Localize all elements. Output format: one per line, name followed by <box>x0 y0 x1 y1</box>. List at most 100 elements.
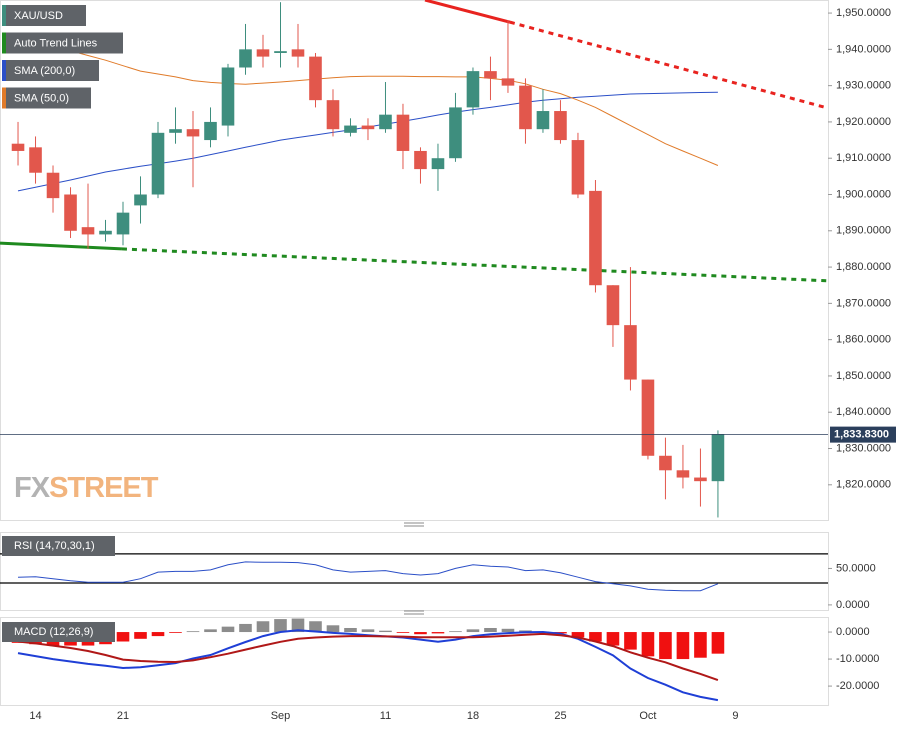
macd-bar <box>606 632 620 646</box>
candle-body <box>676 470 690 478</box>
y-tick-label: -10.0000 <box>836 653 879 665</box>
macd-bar <box>291 618 305 633</box>
candle-body <box>116 212 130 235</box>
y-tick-label: -20.0000 <box>836 680 879 692</box>
y-tick-label: 1,920.0000 <box>836 116 891 128</box>
macd-bar <box>641 632 655 657</box>
trend-line <box>121 247 829 283</box>
macd-bar <box>309 621 322 633</box>
candle-body <box>414 150 427 170</box>
macd-bar <box>484 627 497 633</box>
candle-body <box>309 56 322 101</box>
macd-bar <box>379 630 392 633</box>
candle-body <box>256 49 270 57</box>
macd-bar <box>326 625 340 633</box>
candle-body <box>326 100 340 130</box>
macd-line <box>17 632 719 682</box>
y-tick-label: 50.0000 <box>836 562 876 574</box>
macd-bar <box>361 629 375 633</box>
panel-title-box <box>2 536 115 556</box>
macd-bar <box>221 626 235 633</box>
watermark-part: FX <box>14 472 51 504</box>
macd-bar <box>466 629 480 633</box>
candle-body <box>589 190 602 286</box>
macd-bar <box>134 632 147 639</box>
macd-bar <box>711 632 725 654</box>
candle-body <box>46 172 60 199</box>
x-tick-label: Oct <box>639 710 656 722</box>
y-tick-label: 1,930.0000 <box>836 80 891 92</box>
legend-label: SMA (200,0) <box>14 65 75 77</box>
candle-body <box>29 147 42 173</box>
legend-swatch <box>2 87 6 109</box>
candle-body <box>624 325 637 380</box>
x-tick-label: 25 <box>554 710 566 722</box>
candle-body <box>431 158 445 170</box>
panel-title-box <box>2 622 115 642</box>
macd-bar <box>449 631 462 633</box>
macd-bar <box>501 628 515 633</box>
candle-body <box>169 129 182 133</box>
trend-line <box>509 20 829 110</box>
candle-body <box>379 114 392 130</box>
y-tick-label: 1,880.0000 <box>836 261 891 273</box>
candle-body <box>659 455 672 471</box>
legend-swatch <box>2 5 6 26</box>
x-tick-label: Sep <box>271 710 291 722</box>
macd-bar <box>239 623 252 633</box>
candle-body <box>274 51 287 53</box>
legend-swatch <box>2 60 6 81</box>
legend-swatch <box>2 32 6 54</box>
y-tick-label: 0.0000 <box>836 626 870 638</box>
macd-bar <box>169 632 182 633</box>
candle-body <box>344 125 357 133</box>
candle-body <box>519 85 532 130</box>
legend-box <box>2 32 123 54</box>
macd-bar <box>274 619 287 633</box>
legend-box <box>2 5 86 26</box>
candle-body <box>186 129 200 137</box>
candle-body <box>554 111 567 141</box>
legend-label: XAU/USD <box>14 10 63 22</box>
watermark-part: STREET <box>49 472 159 504</box>
rsi-line <box>17 561 719 592</box>
y-tick-label: 1,940.0000 <box>836 43 891 55</box>
candle-body <box>449 107 462 159</box>
trend-line <box>0 241 123 251</box>
x-tick-label: 14 <box>29 710 41 722</box>
legend-box <box>2 87 91 109</box>
legend-label: Auto Trend Lines <box>14 37 98 49</box>
panel-title: MACD (12,26,9) <box>14 626 93 638</box>
rsi-panel <box>0 532 829 611</box>
y-tick-label: 1,950.0000 <box>836 7 891 19</box>
macd-bar <box>676 632 690 660</box>
macd-bar <box>256 621 270 633</box>
candle-body <box>11 143 25 151</box>
macd-bar <box>151 632 165 637</box>
candle-body <box>694 477 707 482</box>
y-tick-label: 1,830.0000 <box>836 442 891 454</box>
current-price-box <box>830 426 896 443</box>
trend-line <box>424 0 511 24</box>
panel-handle[interactable] <box>404 610 424 615</box>
x-tick-label: 9 <box>732 710 738 722</box>
macd-bar <box>431 632 445 634</box>
candle-body <box>291 49 305 57</box>
candle-body <box>606 285 620 326</box>
candle-body <box>239 49 252 68</box>
y-tick-label: 0.0000 <box>836 599 870 611</box>
panel-title: RSI (14,70,30,1) <box>14 540 95 552</box>
candle-body <box>64 194 77 231</box>
candle-body <box>396 114 410 151</box>
y-tick-label: 1,910.0000 <box>836 152 891 164</box>
y-tick-label: 1,820.0000 <box>836 479 891 491</box>
panel-handle[interactable] <box>404 522 424 527</box>
y-tick-label: 1,860.0000 <box>836 334 891 346</box>
candle-body <box>99 230 112 235</box>
macd-bar <box>344 627 357 633</box>
macd-bar <box>116 632 130 642</box>
candle-body <box>501 78 515 86</box>
candle-body <box>536 111 550 130</box>
candle-body <box>221 67 235 126</box>
